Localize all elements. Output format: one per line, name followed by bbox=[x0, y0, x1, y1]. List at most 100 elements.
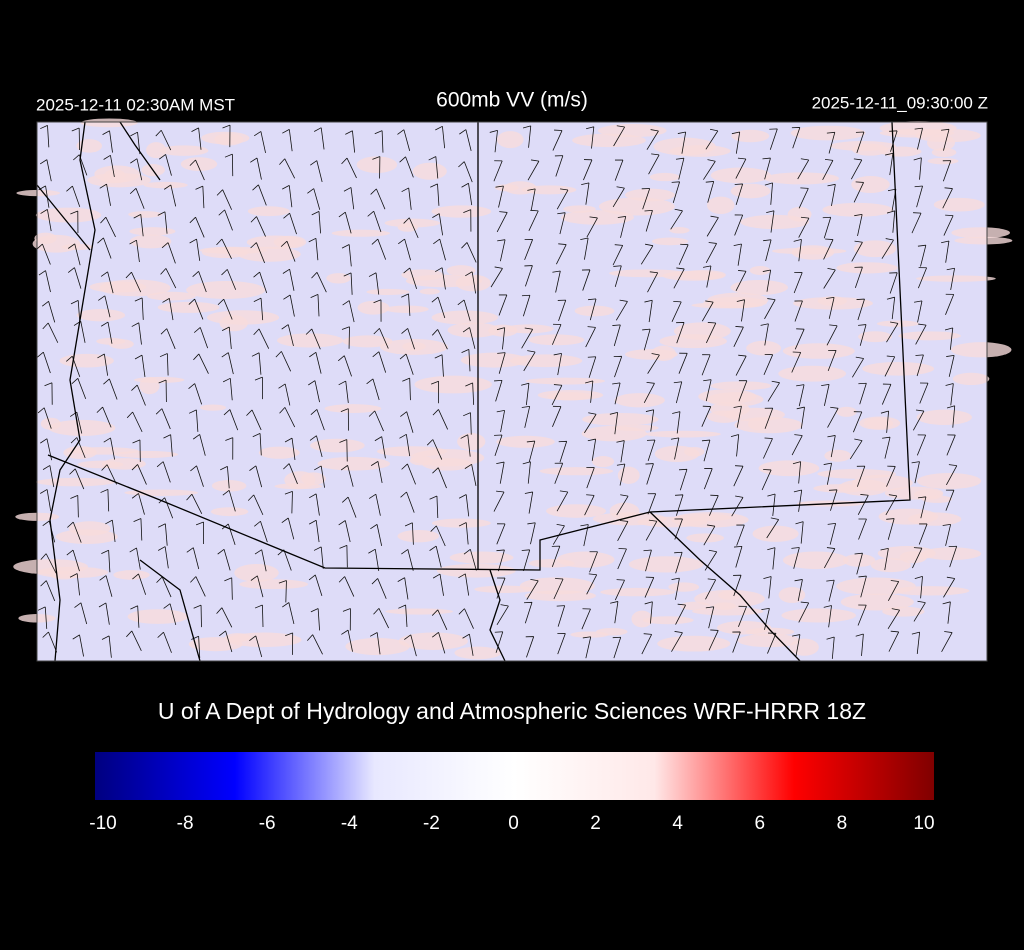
wind-barb bbox=[558, 440, 568, 463]
wind-barb bbox=[463, 209, 472, 232]
wind-barb bbox=[823, 238, 834, 260]
vv-patch bbox=[822, 202, 894, 217]
wind-barb bbox=[189, 159, 205, 181]
vv-patch bbox=[752, 525, 799, 542]
wind-barb bbox=[791, 434, 803, 456]
wind-barb bbox=[249, 465, 263, 488]
vv-patch bbox=[436, 563, 516, 578]
wind-barb bbox=[946, 355, 955, 377]
wind-barb bbox=[157, 546, 169, 569]
wind-barb bbox=[311, 211, 321, 234]
wind-barb bbox=[917, 267, 927, 289]
wind-barb bbox=[161, 242, 176, 264]
wind-barb bbox=[679, 468, 688, 491]
wind-barb bbox=[131, 464, 147, 485]
wind-barb bbox=[854, 214, 863, 237]
wind-barb bbox=[587, 438, 597, 461]
colorbar-ticks: -10 -8 -6 -4 -2 0 2 4 6 8 10 bbox=[89, 813, 934, 834]
wind-barb bbox=[131, 384, 146, 406]
wind-barb bbox=[341, 326, 350, 349]
wind-barb bbox=[283, 212, 297, 235]
wind-barb bbox=[401, 328, 415, 350]
vv-patch bbox=[933, 197, 985, 212]
wind-barb bbox=[888, 630, 900, 652]
wind-barb bbox=[609, 412, 619, 435]
vv-patch bbox=[921, 547, 982, 561]
vv-patches bbox=[13, 118, 1013, 660]
wind-barb bbox=[677, 131, 687, 154]
wind-barb bbox=[671, 631, 683, 652]
wind-barb bbox=[163, 434, 173, 457]
wind-barb bbox=[313, 127, 325, 150]
wind-barb bbox=[195, 521, 204, 545]
wind-barb bbox=[458, 522, 469, 545]
wind-barb bbox=[884, 355, 896, 377]
wind-barb bbox=[551, 323, 562, 345]
vv-patch bbox=[539, 467, 614, 476]
map-title: 600mb VV (m/s) bbox=[436, 89, 588, 112]
wind-barb bbox=[224, 153, 234, 177]
wind-barb bbox=[431, 296, 446, 319]
wind-barb bbox=[827, 523, 837, 545]
wind-barb bbox=[764, 407, 774, 429]
vv-patch bbox=[657, 635, 731, 652]
wind-barb bbox=[343, 272, 353, 295]
wind-barb bbox=[764, 298, 776, 320]
wind-barb bbox=[496, 604, 509, 626]
wind-barb bbox=[645, 409, 655, 432]
wind-barb bbox=[522, 461, 531, 484]
vv-patch bbox=[836, 262, 898, 274]
wind-barb bbox=[373, 608, 390, 629]
wind-barb bbox=[371, 578, 387, 599]
wind-barb bbox=[101, 464, 117, 485]
wind-barb bbox=[582, 636, 592, 659]
wind-barb bbox=[223, 409, 239, 431]
wind-barb bbox=[553, 578, 564, 600]
vv-patch bbox=[528, 334, 585, 346]
state-border bbox=[47, 121, 911, 571]
vv-patch bbox=[133, 376, 185, 384]
wind-barb bbox=[308, 237, 319, 261]
wind-barb bbox=[557, 299, 567, 322]
wind-barb bbox=[253, 297, 264, 321]
vv-patch bbox=[200, 404, 227, 411]
vv-patch bbox=[201, 246, 249, 259]
wind-barb bbox=[912, 547, 923, 569]
wind-barb bbox=[586, 573, 598, 595]
wind-barb bbox=[222, 489, 236, 512]
wind-barb bbox=[851, 240, 863, 262]
wind-barb bbox=[854, 266, 863, 289]
vv-patch bbox=[737, 633, 801, 648]
vv-patch bbox=[653, 137, 716, 156]
vv-patch bbox=[778, 587, 806, 603]
wind-barb bbox=[766, 210, 775, 233]
wind-barb bbox=[556, 188, 569, 210]
wind-barb bbox=[946, 405, 956, 428]
wind-barb bbox=[308, 519, 320, 543]
wind-barb bbox=[399, 353, 414, 375]
wind-barb bbox=[645, 519, 658, 541]
wind-barb bbox=[134, 297, 144, 320]
wind-barb bbox=[430, 183, 440, 206]
river-border bbox=[649, 511, 801, 662]
vv-patch bbox=[836, 406, 857, 417]
wind-barb bbox=[493, 490, 505, 512]
vv-patch bbox=[870, 557, 912, 573]
wind-barb bbox=[943, 576, 956, 598]
vv-patch bbox=[385, 608, 454, 615]
wind-barb bbox=[524, 265, 533, 287]
wind-barb bbox=[193, 327, 209, 349]
wind-barb bbox=[610, 601, 619, 624]
wind-barb bbox=[374, 130, 384, 153]
wind-barb bbox=[617, 548, 627, 570]
vv-patch bbox=[48, 419, 116, 436]
wind-barb bbox=[431, 632, 446, 654]
wind-barb bbox=[671, 577, 680, 600]
wind-barb bbox=[858, 324, 867, 346]
wind-barb bbox=[613, 355, 623, 378]
wind-barb bbox=[432, 573, 444, 596]
vv-patch bbox=[642, 616, 694, 625]
wind-barb bbox=[463, 548, 477, 571]
vv-patch bbox=[342, 335, 393, 348]
vv-patch bbox=[129, 227, 176, 236]
